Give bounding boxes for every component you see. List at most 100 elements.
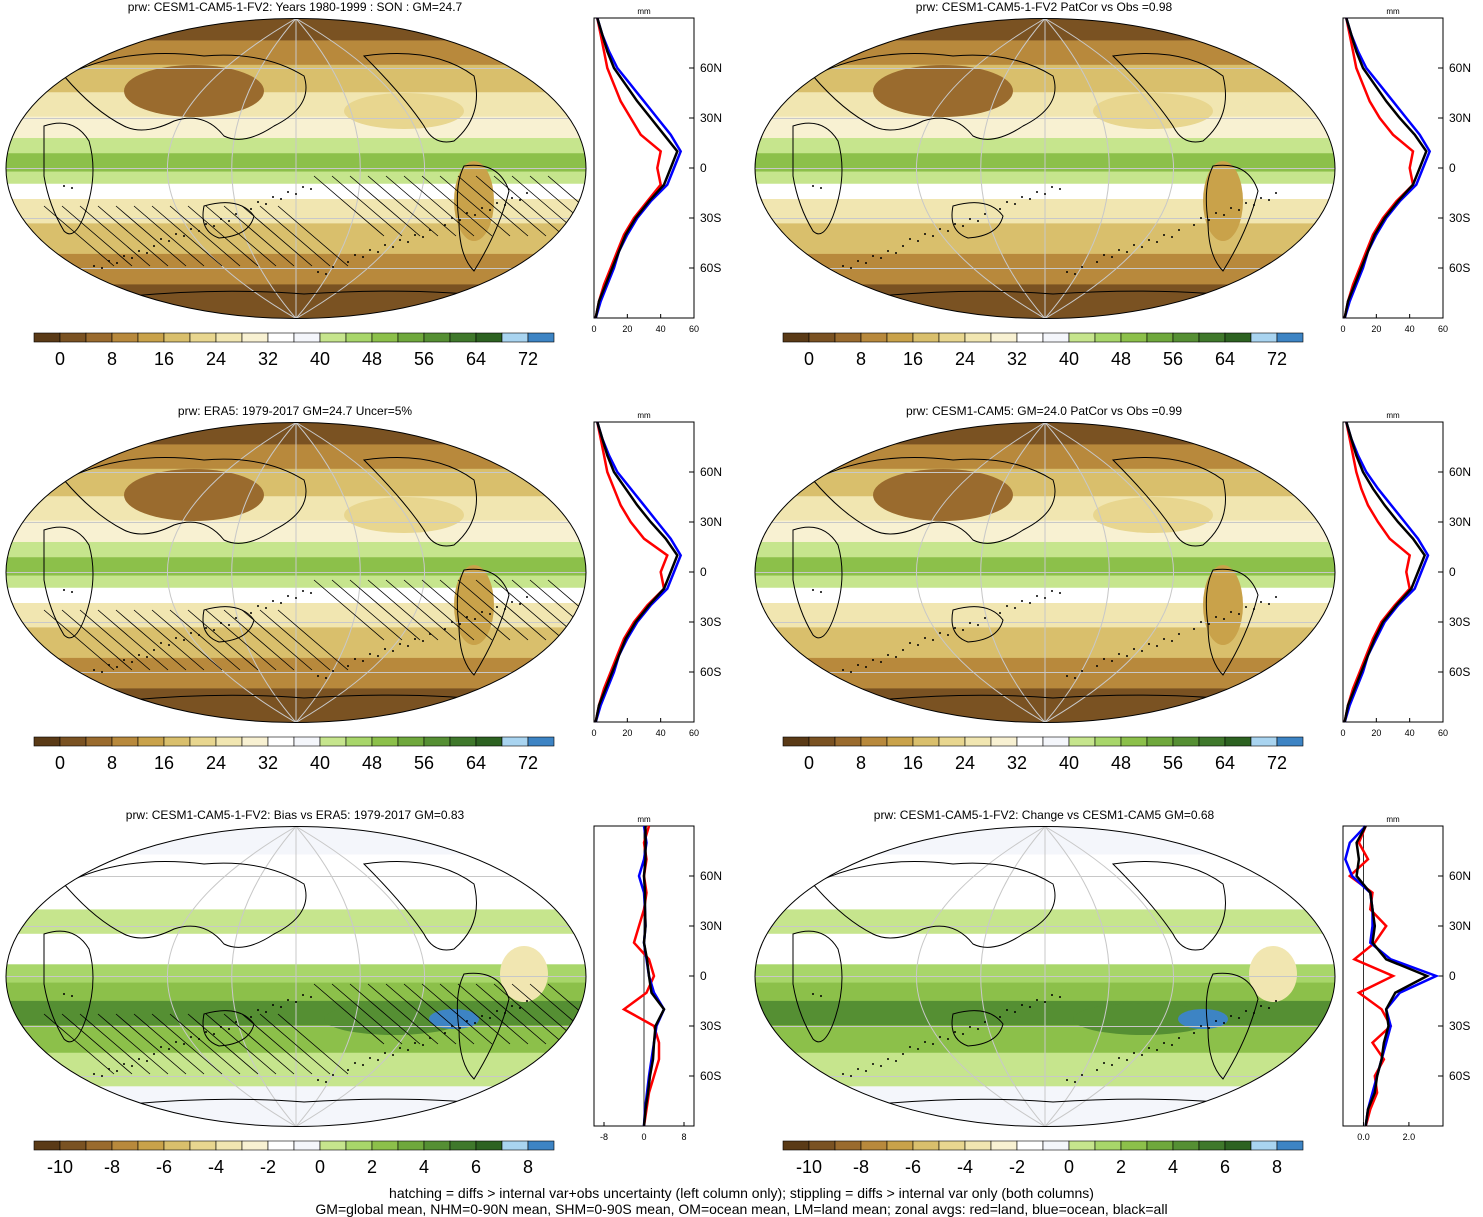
longitude-line: [231, 422, 297, 723]
hatch-line: [457, 175, 529, 237]
stipple-dot: [1126, 655, 1128, 657]
colorbar-swatch: [964, 736, 992, 747]
y-tick-label: 0: [1449, 565, 1456, 579]
hatch-line: [79, 205, 151, 267]
colorbar-tick-label: 24: [955, 349, 975, 369]
stipple-dot: [519, 199, 521, 201]
longitude-line: [231, 18, 297, 319]
stipple-dot: [213, 629, 215, 631]
stipple-dot: [168, 1048, 170, 1050]
stipple-dot: [1253, 204, 1255, 206]
dry-region: [124, 469, 264, 521]
colorbar-swatch: [345, 1140, 373, 1151]
colorbar-swatch: [1276, 1140, 1304, 1151]
colorbar-swatch: [527, 1140, 555, 1151]
colorbar-swatch: [886, 332, 914, 343]
colorbar-tick-label: 8: [107, 349, 117, 369]
stipple-dot: [1044, 193, 1046, 195]
colorbar-tick-label: -8: [853, 1157, 869, 1177]
stipple-dot: [362, 660, 364, 662]
stipple-dot: [1036, 999, 1038, 1001]
hatch-line: [529, 579, 586, 641]
stipple-dot: [1014, 203, 1016, 205]
colorbar-tick-label: 8: [856, 753, 866, 773]
stipple-dot: [235, 213, 237, 215]
stipple-dot: [999, 612, 1001, 614]
coastline: [63, 53, 307, 140]
stipple-dot: [257, 201, 259, 203]
hatch-line: [331, 175, 403, 237]
stipple-dot: [1200, 621, 1202, 623]
stipple-dot: [489, 613, 491, 615]
x-tick-label: 60: [689, 728, 699, 738]
stipple-dot: [265, 1011, 267, 1013]
stipple-dot: [1171, 1044, 1173, 1046]
hatch-line: [241, 205, 313, 267]
stipple-dot: [1268, 199, 1270, 201]
stipple-dot: [369, 249, 371, 251]
stipple-dot: [1208, 623, 1210, 625]
stipple-dot: [1275, 1000, 1277, 1002]
y-tick-label: 30S: [700, 615, 721, 629]
coastline: [456, 164, 510, 272]
stipple-dot: [1021, 196, 1023, 198]
colorbar-swatch: [241, 332, 269, 343]
hatch-line: [151, 205, 223, 267]
colorbar-swatch: [1146, 736, 1174, 747]
longitude-line: [295, 18, 361, 319]
stipple-dot: [310, 188, 312, 190]
dry-region: [454, 161, 494, 241]
colorbar-tick-label: 72: [518, 349, 538, 369]
stipple-dot: [999, 208, 1001, 210]
stipple-dot: [526, 596, 528, 598]
hatch-line: [223, 609, 295, 671]
dry-region: [1203, 161, 1243, 241]
stipple-dot: [969, 622, 971, 624]
colorbar-swatch: [1224, 736, 1252, 747]
colorbar-swatch: [808, 1140, 836, 1151]
colorbar-swatch: [475, 1140, 503, 1151]
colorbar-swatch: [215, 332, 243, 343]
stipple-dot: [1230, 611, 1232, 613]
colorbar-swatch: [1224, 1140, 1252, 1151]
stipple-dot: [827, 674, 829, 676]
stipple-dot: [1081, 670, 1083, 672]
colorbar-tick-label: 4: [1168, 1157, 1178, 1177]
stipple-dot: [369, 1057, 371, 1059]
stipple-dot: [496, 202, 498, 204]
y-tick-label: 30N: [700, 111, 722, 125]
bias-region: [500, 946, 548, 1002]
colorbar-tick-label: 40: [310, 753, 330, 773]
hatch-line: [115, 609, 187, 671]
longitude-line: [295, 826, 425, 1127]
hatch-line: [475, 983, 547, 1045]
stipple-dot: [153, 649, 155, 651]
stipple-dot: [235, 617, 237, 619]
stipple-dot: [250, 208, 252, 210]
colorbar-swatch: [808, 332, 836, 343]
longitude-line: [1044, 422, 1174, 723]
y-tick-label: 60N: [1449, 869, 1471, 883]
hatch-line: [97, 609, 169, 671]
colorbar-swatch: [475, 736, 503, 747]
longitude-line: [231, 826, 297, 1127]
colorbar-swatch: [527, 332, 555, 343]
colorbar-swatch: [1120, 332, 1148, 343]
colorbar-swatch: [860, 332, 888, 343]
y-tick-label: 0: [700, 565, 707, 579]
stipple-dot: [474, 214, 476, 216]
stipple-dot: [332, 670, 334, 672]
stipple-dot: [63, 993, 65, 995]
stipple-dot: [1036, 191, 1038, 193]
panel-model-son: prw: CESM1-CAM5-1-FV2: Years 1980-1999 :…: [0, 0, 741, 405]
colorbar-tick-label: 48: [1111, 349, 1131, 369]
stipple-dot: [895, 656, 897, 658]
hatch-line: [43, 205, 115, 267]
colorbar-swatch: [912, 332, 940, 343]
hatch-line: [331, 983, 403, 1045]
stipple-dot: [347, 261, 349, 263]
global-map: [754, 18, 1336, 319]
y-tick-label: 0: [1449, 969, 1456, 983]
stipple-dot: [962, 1033, 964, 1035]
stipple-dot: [504, 608, 506, 610]
